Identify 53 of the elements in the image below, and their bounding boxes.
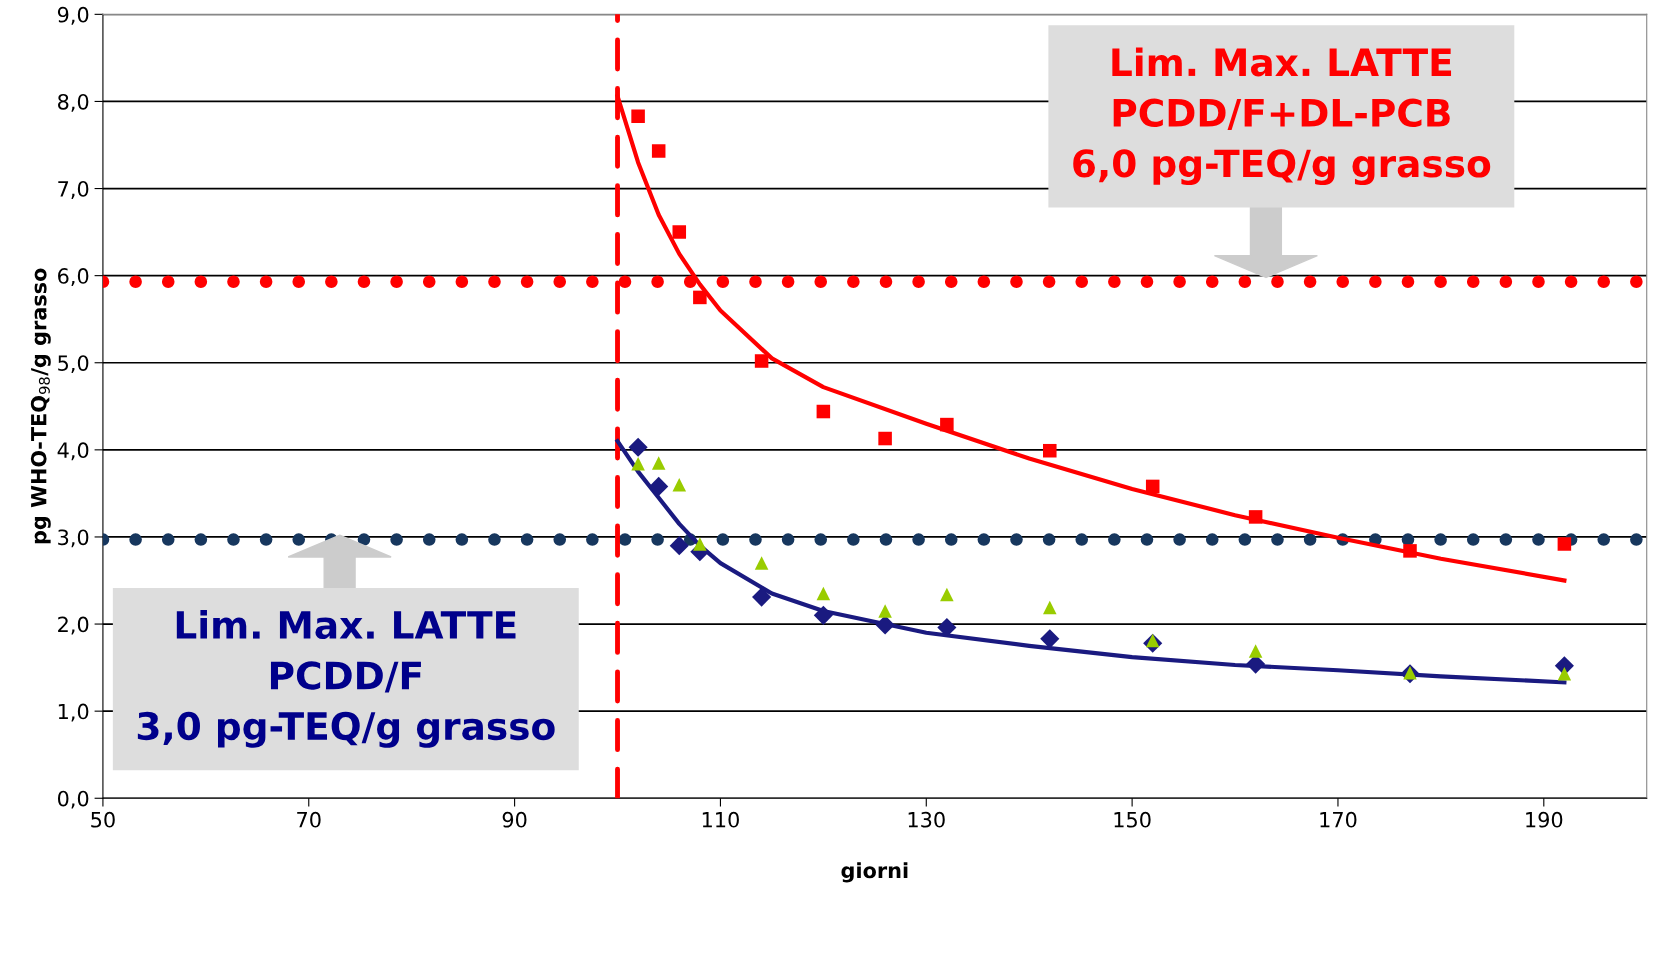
point [752, 587, 772, 607]
point [631, 457, 645, 471]
x-tick-label: 50 [91, 811, 115, 828]
point [1043, 443, 1057, 458]
x-tick-label: 170 [1320, 811, 1357, 828]
y-tick-label: 1,0 [58, 703, 89, 722]
point [672, 477, 687, 492]
y-tick-label: 0,0 [57, 790, 89, 809]
point [651, 144, 666, 158]
point [754, 354, 769, 368]
point [754, 556, 769, 570]
point [816, 404, 831, 419]
point [1248, 510, 1263, 524]
y-tick-label: 6,0 [58, 268, 89, 286]
point [669, 536, 689, 556]
point [631, 109, 645, 124]
annotation: Lim. Max. LATTE PCDD/F 3,0 pg-TEQ/g grasso [137, 610, 555, 748]
point [1403, 544, 1417, 558]
point [1248, 644, 1263, 658]
point [1145, 479, 1160, 494]
x-tick-label: 150 [1114, 811, 1151, 828]
point [878, 431, 892, 446]
point [672, 225, 687, 239]
y-axis-title: pg WHO-TEQ$_{98}$/g grasso [30, 268, 51, 544]
point [649, 476, 669, 497]
y-tick-label: 2,0 [58, 616, 89, 635]
x-tick-label: 110 [702, 811, 739, 828]
y-tick-label: 9,0 [57, 6, 89, 25]
point [940, 417, 954, 432]
x-tick-label: 90 [502, 811, 527, 828]
point [1557, 666, 1572, 681]
point [693, 290, 707, 305]
y-tick-label: 3,0 [58, 529, 89, 548]
x-tick-label: 190 [1526, 811, 1563, 828]
y-tick-label: 5,0 [58, 355, 89, 374]
point [1557, 537, 1572, 551]
point [816, 586, 831, 601]
point [813, 605, 833, 625]
y-tick-label: 4,0 [57, 442, 89, 461]
point [1043, 600, 1057, 615]
point [875, 615, 895, 635]
point [1040, 629, 1060, 649]
point [628, 437, 648, 457]
x-tick-label: 70 [297, 811, 321, 828]
point [651, 456, 666, 470]
x-axis-title: giorni [841, 862, 908, 883]
annotation: Lim. Max. LATTE PCDD/F+DL-PCB 6,0 pg-TEQ/g grasso [1073, 47, 1491, 186]
point [693, 537, 707, 551]
point [940, 587, 954, 602]
y-tick-label: 7,0 [58, 181, 89, 199]
point [878, 604, 892, 618]
y-tick-label: 8,0 [58, 93, 89, 112]
x-tick-label: 130 [908, 811, 945, 828]
